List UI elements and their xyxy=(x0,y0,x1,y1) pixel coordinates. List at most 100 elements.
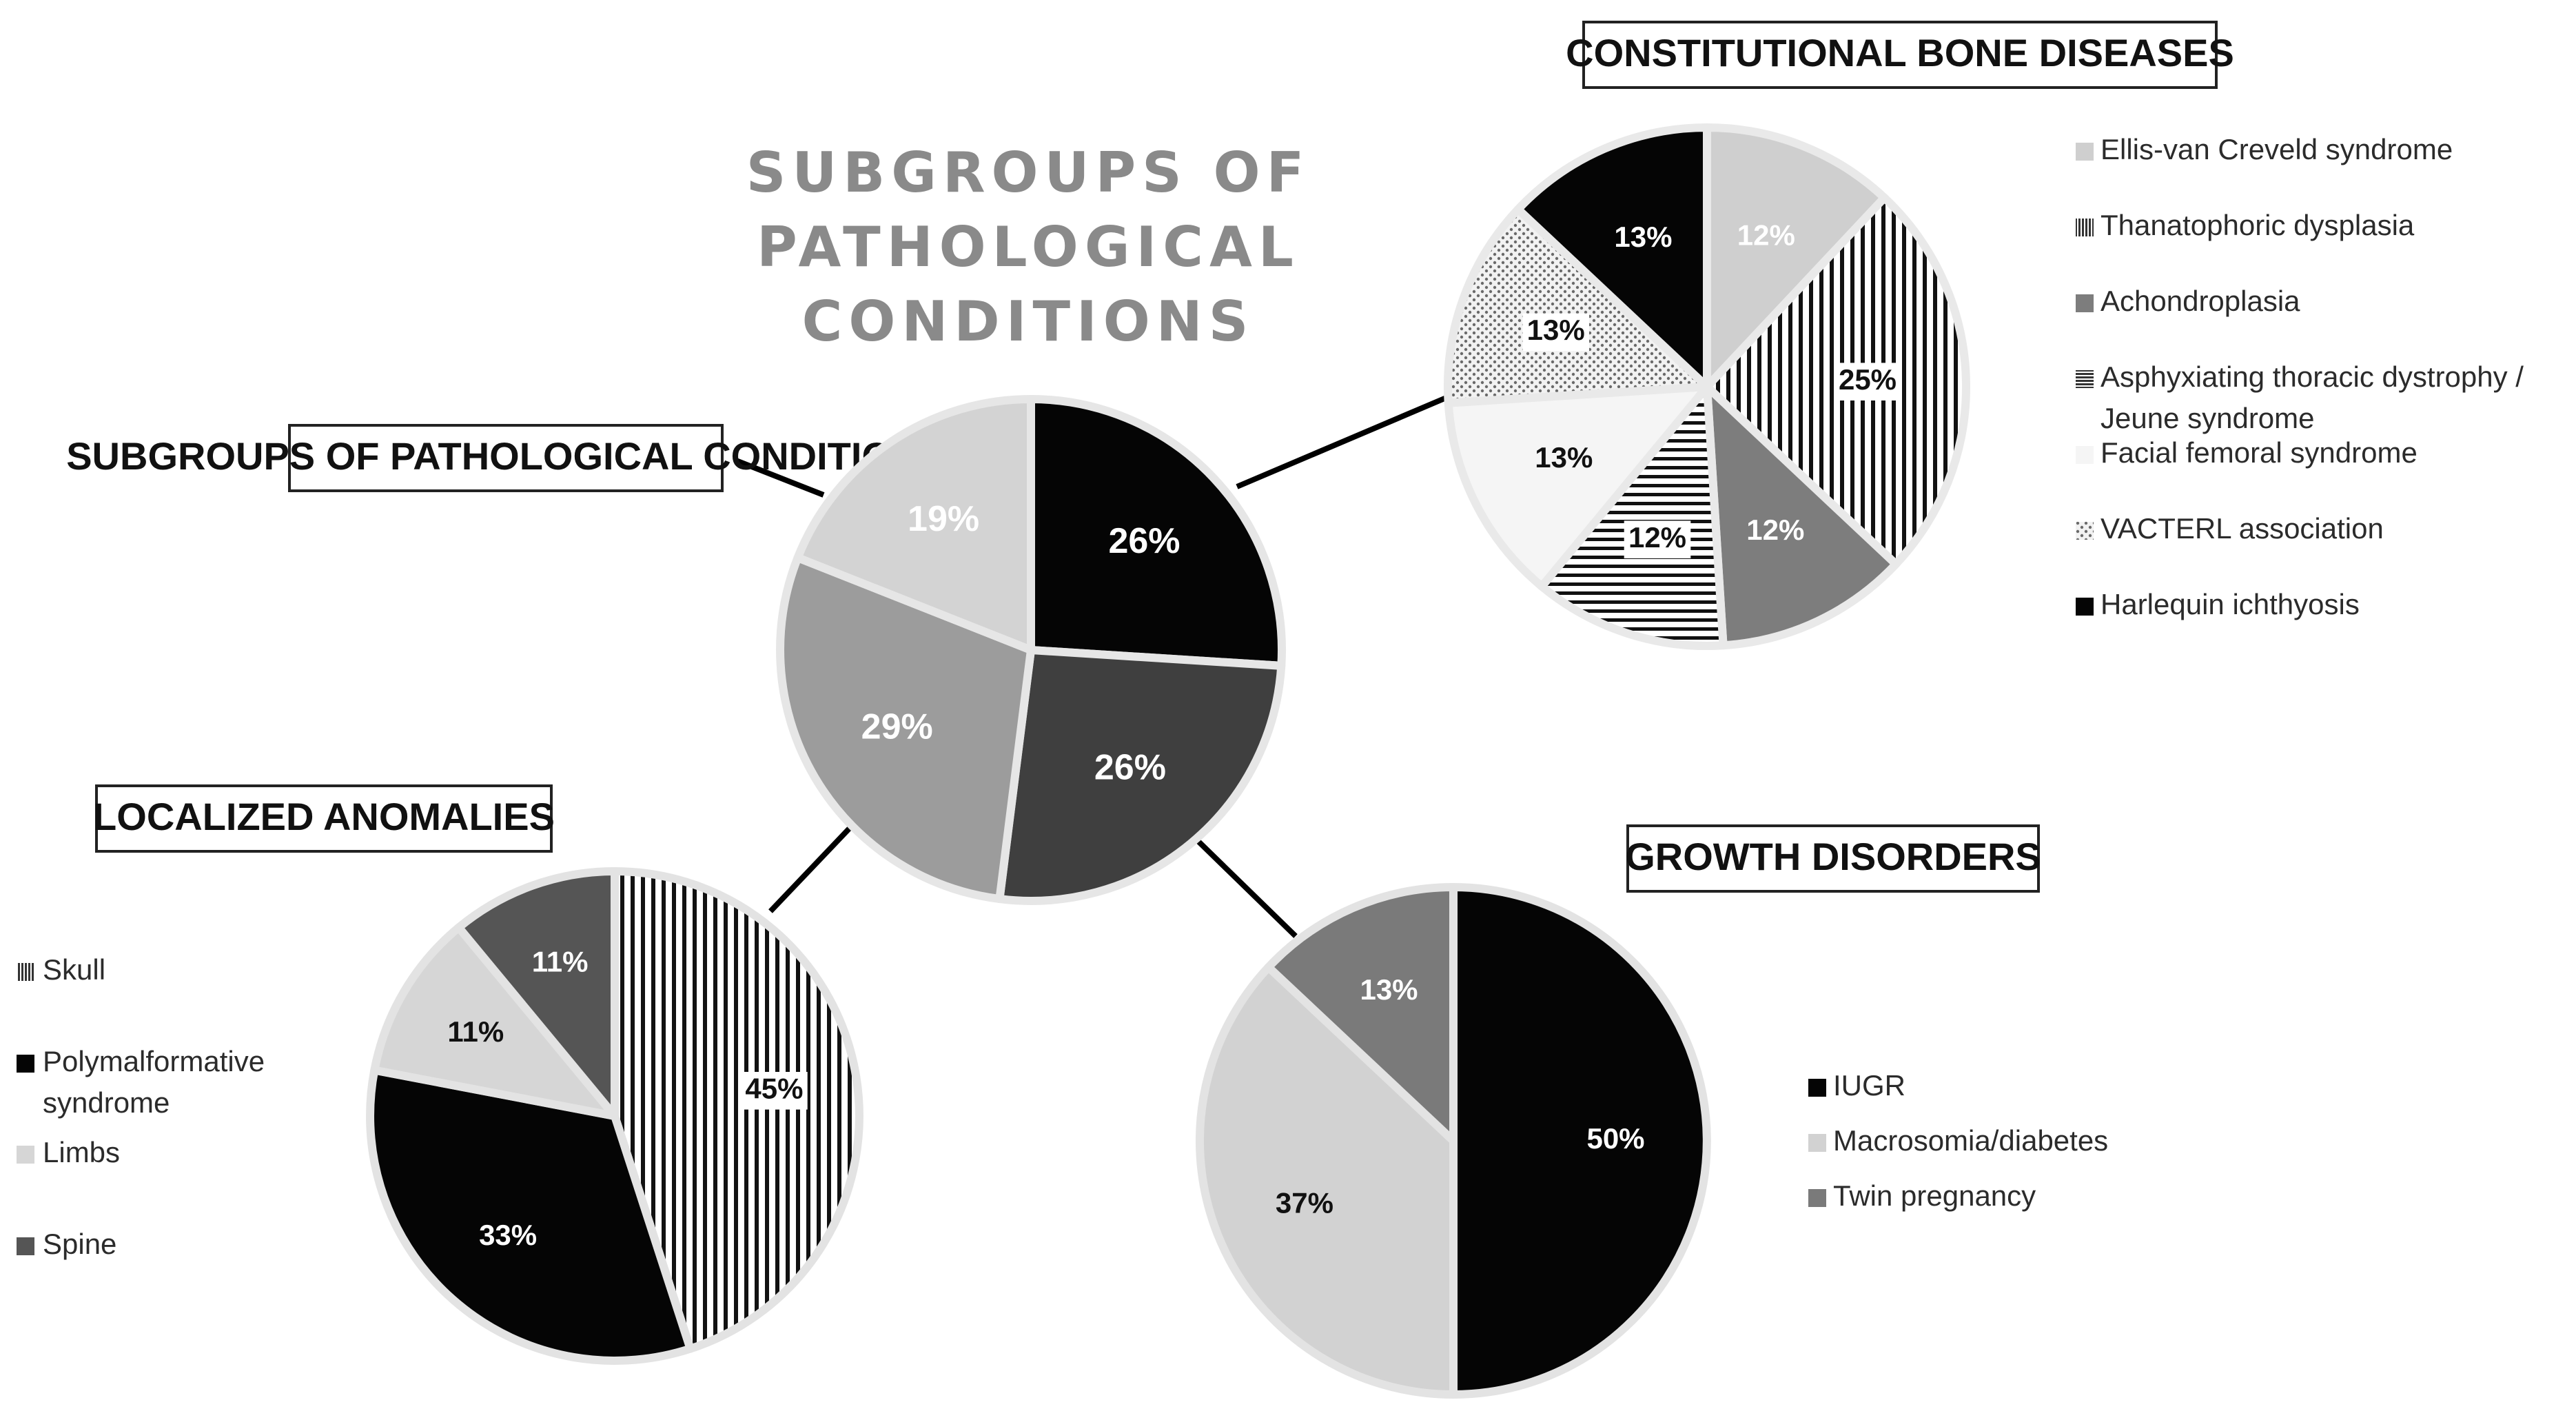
legend-growth-text-iugr: IUGR xyxy=(1833,1069,1905,1102)
title-growth-disorders: GROWTH DISORDERS xyxy=(1625,835,2041,878)
main-title-line-2: PATHOLOGICAL xyxy=(757,215,1300,279)
title-constitutional-bone-diseases: CONSTITUTIONAL BONE DISEASES xyxy=(1566,31,2234,74)
legend-constitutional-text-facial-femoral-syndrome: Facial femoral syndrome xyxy=(2100,436,2417,469)
legend-localized-text-spine: Spine xyxy=(43,1228,116,1260)
connector-constitutional xyxy=(1236,390,1459,489)
legend-constitutional-marker-ellis-van-creveld-syndrome xyxy=(2076,143,2094,161)
pies: 26% 26% 29% 19% 12% 25% 12% 12% 13% 13% 13% 45% 33% 1… xyxy=(366,123,1970,1399)
legend-constitutional-item-facial-femoral-syndrome: Facial femoral syndrome xyxy=(2076,436,2417,469)
legend-constitutional: Ellis-van Creveld syndrome Thanatophoric … xyxy=(2076,133,2524,620)
connector-cerebral xyxy=(735,458,825,498)
legend-growth-item-twin-pregnancy: Twin pregnancy xyxy=(1808,1179,2036,1212)
pie-constitutional-label-harlequin-ichthyosis: 13% xyxy=(1614,221,1672,253)
pie-constitutional-slice-asphyxiating-thoracic-dystrophy-jeune-syndrome xyxy=(1537,383,1728,650)
legend-localized-marker-spine xyxy=(17,1237,34,1255)
pie-constitutional-label-ellis-van-creveld-syndrome: 12% xyxy=(1737,219,1795,251)
legend-growth-marker-twin-pregnancy xyxy=(1808,1189,1826,1207)
legend-localized-marker-polymalformative-syndrome xyxy=(17,1055,34,1073)
legend-growth-marker-macrosomia-diabetes xyxy=(1808,1134,1826,1152)
legend-localized-item-skull: Skull xyxy=(17,953,105,986)
connector-lines xyxy=(735,390,1459,938)
legend-constitutional-text-harlequin-ichthyosis: Harlequin ichthyosis xyxy=(2100,588,2360,620)
pie-main-label-slice-1: 26% xyxy=(1108,521,1180,561)
pie-constitutional-label-bg-asphyxiating-thoracic-dystrophy-jeune-syndrome xyxy=(1624,520,1691,558)
title-box-cerebral: SUBGROUPS OF PATHOLOGICAL CONDITIONS xyxy=(66,424,945,492)
legend-constitutional-item-harlequin-ichthyosis: Harlequin ichthyosis xyxy=(2076,588,2360,620)
pie-main-slice-slice-2 xyxy=(995,646,1286,905)
legend-growth-item-macrosomia-diabetes: Macrosomia/diabetes xyxy=(1808,1124,2108,1157)
pie-constitutional-labels: 12% 25% 12% 12% 13% 13% 13% xyxy=(1522,219,1901,558)
title-localized-anomalies: LOCALIZED ANOMALIES xyxy=(93,795,555,838)
pie-constitutional-label-thanatophoric-dysplasia: 25% xyxy=(1839,363,1897,396)
main-title-line-3: CONDITIONS xyxy=(802,290,1255,354)
pie-localized-label-limbs: 11% xyxy=(447,1015,504,1048)
pie-localized-labels: 45% 33% 11% 11% xyxy=(447,946,808,1251)
pie-constitutional-label-bg-vacterl-association xyxy=(1522,313,1589,352)
pie-localized-label-skull: 45% xyxy=(745,1072,803,1104)
legend-localized-text-polymalformative-syndrome: Polymalformative syndrome xyxy=(43,1045,265,1119)
pie-constitutional-slice-achondroplasia xyxy=(1703,383,1901,650)
pie-localized-label-polymalformative-syndrome: 33% xyxy=(479,1219,537,1251)
title-box-growth: GROWTH DISORDERS xyxy=(1625,824,2041,893)
legend-growth-text-macrosomia-diabetes: Macrosomia/diabetes xyxy=(1833,1124,2108,1157)
legend-constitutional-marker-thanatophoric-dysplasia xyxy=(2076,219,2094,236)
legend-constitutional-marker-vacterl-association xyxy=(2076,522,2094,540)
title-box-localized: LOCALIZED ANOMALIES xyxy=(93,784,555,853)
pie-constitutional-label-achondroplasia: 12% xyxy=(1746,514,1804,546)
pie-growth-label-macrosomia-diabetes: 37% xyxy=(1276,1187,1333,1219)
legend-constitutional-item-thanatophoric-dysplasia: Thanatophoric dysplasia xyxy=(2076,209,2415,241)
legend-localized-marker-limbs xyxy=(17,1146,34,1164)
legend-constitutional-text-ellis-van-creveld-syndrome: Ellis-van Creveld syndrome xyxy=(2100,133,2453,165)
legend-localized-item-polymalformative-syndrome: Polymalformative syndrome xyxy=(17,1045,265,1119)
pie-main-slice-slice-3 xyxy=(776,554,1035,904)
legend-localized-text-skull: Skull xyxy=(43,953,105,986)
pie-localized-slice-polymalformative-syndrome xyxy=(366,1066,695,1365)
pie-growth-slice-twin-pregnancy xyxy=(1264,883,1458,1145)
pie-localized-slice-limbs xyxy=(370,923,619,1120)
pie-localized-slice-spine xyxy=(454,867,619,1120)
legend-localized-text-limbs: Limbs xyxy=(43,1136,120,1168)
pie-constitutional-label-asphyxiating-thoracic-dystrophy-jeune-syndrome: 12% xyxy=(1628,521,1686,554)
legend-localized: Skull Polymalformative syndrome Limbs Spine xyxy=(17,953,265,1260)
pie-growth-labels: 50% 37% 13% xyxy=(1276,973,1645,1219)
legend-constitutional-marker-harlequin-ichthyosis xyxy=(2076,598,2094,616)
pie-constitutional-slice-vacterl-association xyxy=(1444,205,1711,407)
pie-main-labels: 26% 26% 29% 19% xyxy=(861,499,1180,788)
title-box-constitutional: CONSTITUTIONAL BONE DISEASES xyxy=(1566,21,2234,89)
legend-constitutional-text-asphyxiating-thoracic-dystrophy-jeune-syndrome: Asphyxiating thoracic dystrophy / Jeune s… xyxy=(2100,361,2524,434)
legend-constitutional-marker-asphyxiating-thoracic-dystrophy-jeune-syndrome xyxy=(2076,370,2094,388)
pie-growth-label-iugr: 50% xyxy=(1586,1122,1644,1155)
pie-localized-label-spine: 11% xyxy=(532,946,589,978)
pie-localized-slice-skull xyxy=(611,867,863,1353)
pie-growth: 50% 37% 13% xyxy=(1196,883,1711,1399)
pie-main-slice-slice-1 xyxy=(1027,395,1286,670)
pie-main-slice-slice-4 xyxy=(793,395,1035,654)
pie-constitutional-label-bg-thanatophoric-dysplasia xyxy=(1834,363,1901,400)
legend-localized-marker-skull xyxy=(17,963,34,981)
legend-constitutional-marker-achondroplasia xyxy=(2076,294,2094,312)
pie-main-label-slice-2: 26% xyxy=(1094,748,1166,788)
legend-constitutional-marker-facial-femoral-syndrome xyxy=(2076,446,2094,464)
legend-localized-item-limbs: Limbs xyxy=(17,1136,120,1168)
legend-growth-marker-iugr xyxy=(1808,1079,1826,1097)
main-title: SUBGROUPS OF PATHOLOGICAL CONDITIONS xyxy=(746,141,1305,354)
legend-constitutional-item-asphyxiating-thoracic-dystrophy-jeune-syndrome: Asphyxiating thoracic dystrophy / Jeune s… xyxy=(2076,361,2524,434)
legend-constitutional-item-achondroplasia: Achondroplasia xyxy=(2076,285,2300,317)
pie-growth-label-twin-pregnancy: 13% xyxy=(1360,973,1418,1006)
pie-main: 26% 26% 29% 19% xyxy=(776,395,1286,905)
pie-localized: 45% 33% 11% 11% xyxy=(366,867,863,1365)
pie-constitutional-label-vacterl-association: 13% xyxy=(1527,314,1585,346)
pie-main-label-slice-3: 29% xyxy=(861,707,933,747)
title-cerebral-anomalies: SUBGROUPS OF PATHOLOGICAL CONDITIONS xyxy=(66,434,945,478)
pie-growth-slice-macrosomia-diabetes xyxy=(1196,963,1458,1399)
legend-constitutional-item-ellis-van-creveld-syndrome: Ellis-van Creveld syndrome xyxy=(2076,133,2453,165)
pie-growth-slice-iugr xyxy=(1449,883,1711,1399)
pie-constitutional-slice-facial-femoral-syndrome xyxy=(1444,383,1711,591)
connector-growth xyxy=(1187,831,1298,938)
legend-constitutional-text-vacterl-association: VACTERL association xyxy=(2100,512,2384,545)
pie-constitutional-slice-harlequin-ichthyosis xyxy=(1513,123,1711,391)
pie-constitutional: 12% 25% 12% 12% 13% 13% 13% xyxy=(1444,123,1970,650)
legend-constitutional-item-vacterl-association: VACTERL association xyxy=(2076,512,2384,545)
